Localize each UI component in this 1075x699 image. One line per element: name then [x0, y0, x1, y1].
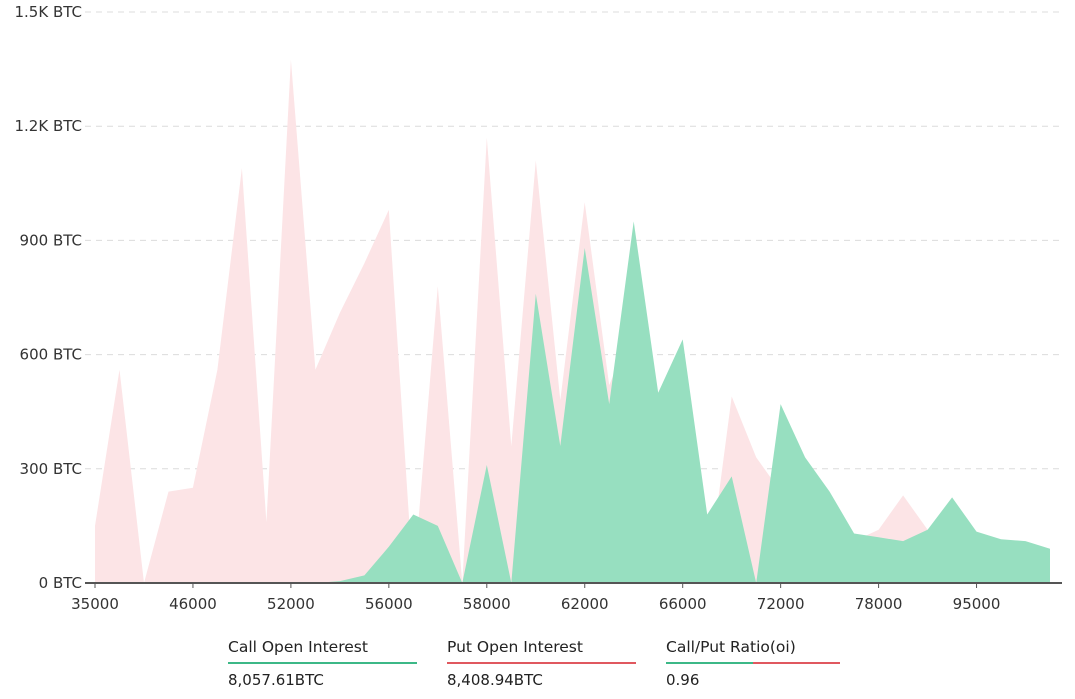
x-tick-label: 66000	[659, 595, 707, 610]
call-color-rule	[228, 662, 417, 664]
x-tick-label: 52000	[267, 595, 315, 610]
ratio-color-rule	[666, 662, 840, 664]
call-put-ratio-label: Call/Put Ratio(oi)	[666, 638, 796, 656]
put-open-interest-value: 8,408.94BTC	[447, 671, 543, 689]
put-open-interestarea	[95, 59, 1050, 584]
x-tick-label: 58000	[463, 595, 511, 610]
y-tick-label: 600 BTC	[20, 346, 82, 364]
x-tick-label: 95000	[953, 595, 1001, 610]
put-open-interest-label: Put Open Interest	[447, 638, 583, 656]
x-tick-label: 78000	[855, 595, 903, 610]
put-color-rule	[447, 662, 636, 664]
call-put-ratio-value: 0.96	[666, 671, 700, 689]
open-interest-chart: 0 BTC 300 BTC 600 BTC 900 BTC 1.2K BTC 1.5K B…	[14, 3, 1062, 610]
call-open-interest-label: Call Open Interest	[228, 638, 368, 656]
y-tick-label: 1.5K BTC	[14, 3, 82, 21]
y-tick-label: 0 BTC	[39, 574, 82, 592]
call-open-interest-value: 8,057.61BTC	[228, 671, 324, 689]
area-layer	[95, 59, 1050, 584]
call-put-ratio-stat: Call/Put Ratio(oi) 0.96	[666, 638, 855, 689]
x-tick-label: 62000	[561, 595, 609, 610]
axis-layer: 0 BTC 300 BTC 600 BTC 900 BTC 1.2K BTC 1.5K B…	[14, 3, 1062, 610]
y-tick-label: 900 BTC	[20, 231, 82, 249]
put-open-interest-stat: Put Open Interest 8,408.94BTC	[447, 638, 636, 689]
call-open-interestarea	[95, 221, 1050, 583]
x-tick-label: 72000	[757, 595, 805, 610]
y-tick-label: 300 BTC	[20, 460, 82, 478]
stats-legend: Call Open Interest 8,057.61BTC Put Open …	[228, 638, 855, 689]
x-tick-label: 46000	[169, 595, 217, 610]
x-tick-label: 35000	[71, 595, 119, 610]
x-tick-label: 56000	[365, 595, 413, 610]
call-open-interest-stat: Call Open Interest 8,057.61BTC	[228, 638, 417, 689]
y-tick-label: 1.2K BTC	[14, 117, 82, 135]
